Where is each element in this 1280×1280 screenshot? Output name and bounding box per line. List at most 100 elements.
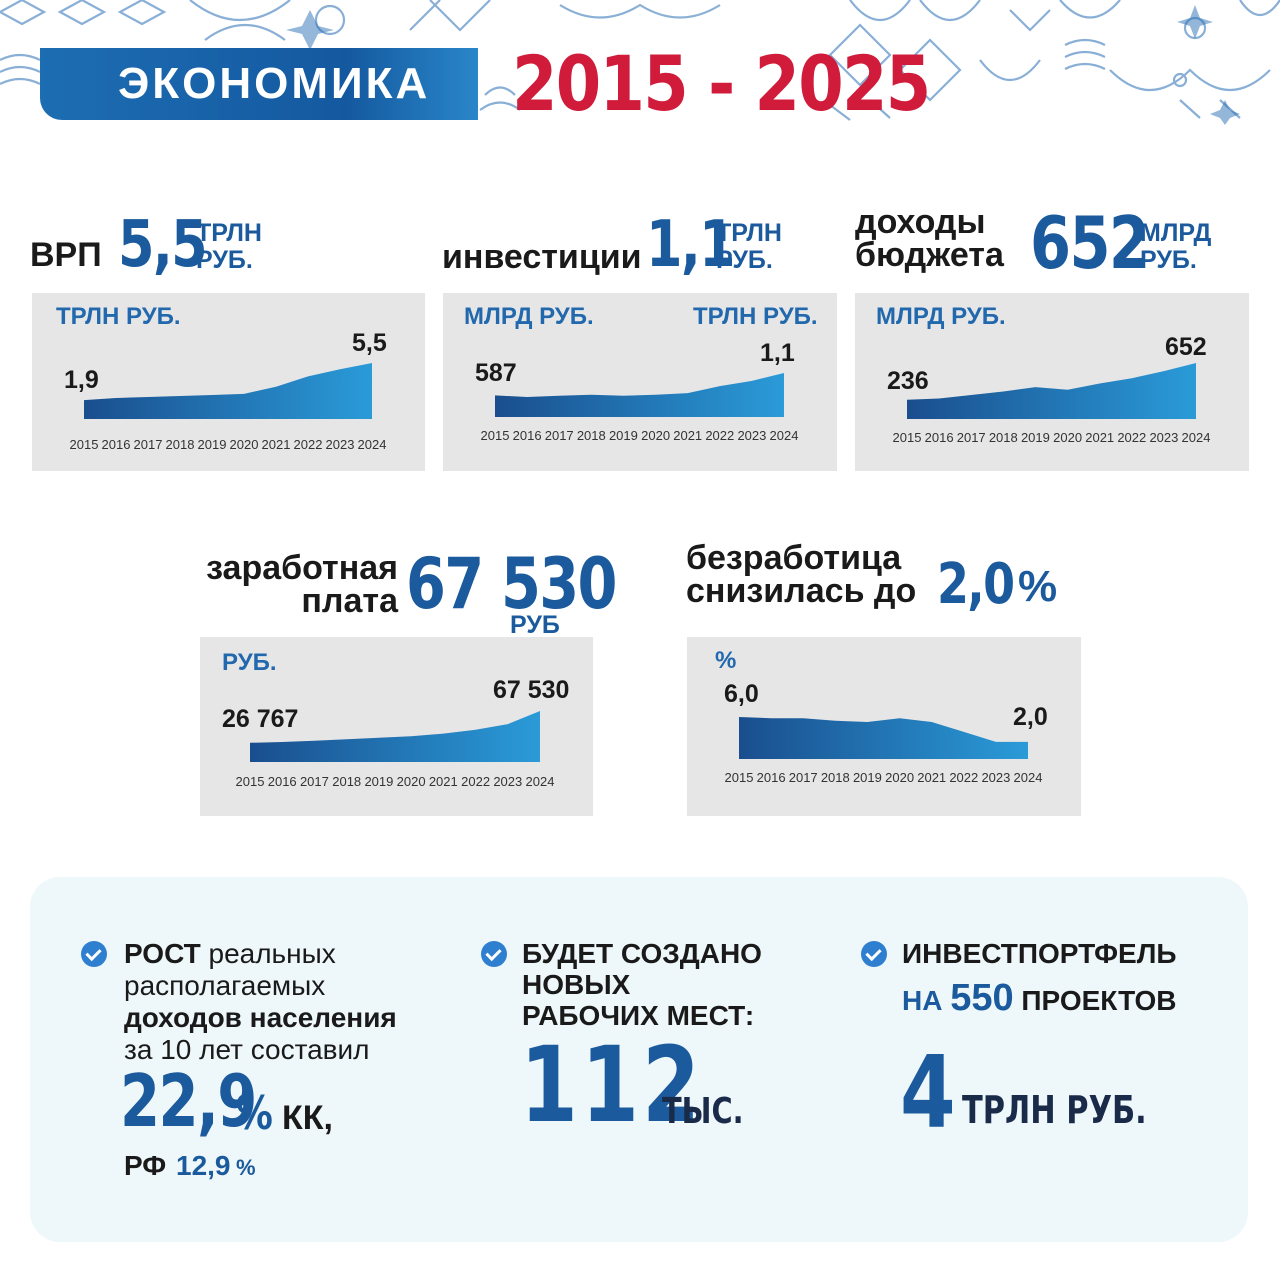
salary-chart-panel: РУБ. 2015 2016 2017 2018 2019 2020 2021 2022 202… [200,637,593,816]
investment-value: 1,1 [646,208,736,282]
income-text2: располагаемых [124,970,326,1001]
budget-x-tick: 2015 [893,430,922,445]
income-value: 22,9 [120,1059,257,1143]
unemployment-x-tick: 2016 [757,770,786,785]
budget-x-tick: 2020 [1053,430,1082,445]
budget-area-series [907,363,1196,419]
unemployment-x-tick: 2019 [853,770,882,785]
salary-x-tick: 2021 [429,774,458,789]
budget-unit-line2: РУБ. [1140,246,1197,274]
investment-x-tick: 2017 [545,428,574,443]
grp-x-tick: 2020 [230,437,259,452]
portfolio-line2: НА 550 ПРОЕКТОВ [902,978,1177,1021]
income-text3: за 10 лет составил [124,1034,370,1065]
investment-unit: ТРЛН РУБ. [716,220,782,274]
unemployment-x-tick: 2018 [821,770,850,785]
budget-x-tick: 2016 [925,430,954,445]
unemployment-x-tick: 2020 [885,770,914,785]
investment-data-label: 587 [475,359,517,387]
budget-label: доходы бюджета [855,205,1004,272]
salary-unit: РУБ [510,611,560,639]
unemployment-chart-panel: % 2015 2016 2017 2018 2019 2020 2021 2022 2023 20… [687,637,1081,816]
salary-value: 67 530 [406,543,617,625]
income-bold1: РОСТ [124,938,201,969]
portfolio-suffix: ПРОЕКТОВ [1021,985,1177,1016]
income-percent: % [236,1086,273,1140]
grp-unit: ТРЛН РУБ. [196,220,262,274]
unemployment-x-tick: 2021 [917,770,946,785]
unemployment-label-line1: безработица [686,539,902,577]
investment-unit-line1: ТРЛН [716,219,782,247]
check-icon [481,941,507,967]
unemployment-label-line2: снизилась до [686,572,917,610]
budget-chart-panel: МЛРД РУБ. 2015 2016 2017 2018 2019 2020 2021 20… [855,293,1249,471]
highlights-box [30,877,1248,1242]
investment-x-tick: 2015 [481,428,510,443]
check-icon [861,941,887,967]
grp-unit-line2: РУБ. [196,246,253,274]
salary-label-line2: плата [301,582,398,620]
budget-x-tick: 2021 [1085,430,1114,445]
unemployment-value: 2,0 [937,552,1015,617]
unemployment-data-label: 2,0 [1013,703,1048,731]
salary-data-label: 67 530 [493,676,569,704]
salary-label: заработная плата [198,551,398,620]
grp-area-series [84,363,372,419]
budget-data-label: 236 [887,367,929,395]
unemployment-x-tick: 2022 [949,770,978,785]
grp-unit-line1: ТРЛН [196,219,262,247]
budget-x-tick: 2018 [989,430,1018,445]
income-text1: реальных [208,938,336,969]
investment-x-tick: 2023 [737,428,766,443]
salary-x-tick: 2017 [300,774,329,789]
investment-area-series [495,373,784,417]
investment-chart-panel: МЛРД РУБ. ТРЛН РУБ. 2015 2016 2017 2018 2019… [443,293,837,471]
budget-data-label: 652 [1165,333,1207,361]
investment-unit-line2: РУБ. [716,246,773,274]
budget-x-tick: 2017 [957,430,986,445]
grp-value: 5,5 [118,208,208,282]
grp-x-tick: 2018 [166,437,195,452]
investment-x-tick: 2019 [609,428,638,443]
investment-chart-unit-right: ТРЛН РУБ. [693,303,818,330]
grp-x-tick: 2024 [358,437,387,452]
grp-x-tick: 2015 [70,437,99,452]
budget-x-tick: 2023 [1149,430,1178,445]
unemployment-unit: % [1018,562,1058,611]
salary-x-tick: 2015 [236,774,265,789]
portfolio-unit: ТРЛН РУБ. [962,1088,1147,1132]
salary-area-series [250,711,540,762]
budget-x-tick: 2019 [1021,430,1050,445]
unemployment-chart-unit: % [715,647,737,674]
income-rf-value: 12,9 [176,1150,231,1181]
income-rf-label: РФ [124,1150,167,1181]
unemployment-x-tick: 2015 [725,770,754,785]
unemployment-x-tick: 2023 [981,770,1010,785]
period-title: 2015 - 2025 [512,39,931,128]
salary-x-tick: 2022 [461,774,490,789]
investment-x-tick: 2016 [513,428,542,443]
grp-data-label: 1,9 [64,366,99,394]
salary-x-tick: 2019 [364,774,393,789]
investment-chart: 2015 2016 2017 2018 2019 2020 2021 2022 2023 2024… [475,339,799,443]
section-banner: ЭКОНОМИКА [40,48,478,120]
salary-x-tick: 2018 [332,774,361,789]
income-bold2: доходов населения [124,1002,397,1033]
unemployment-area-series [739,717,1028,759]
income-rf-percent: % [236,1155,256,1180]
budget-x-tick: 2022 [1117,430,1146,445]
section-title: ЭКОНОМИКА [118,59,431,108]
grp-chart-unit: ТРЛН РУБ. [56,303,181,330]
investment-x-tick: 2021 [673,428,702,443]
portfolio-line1: ИНВЕСТПОРТФЕЛЬ [902,938,1177,969]
header-ornament [0,0,1280,125]
grp-chart: 2015 2016 2017 2018 2019 2020 2021 2022 2023 2024… [64,329,387,452]
unemployment-chart: 2015 2016 2017 2018 2019 2020 2021 2022 2023 2024… [724,680,1048,785]
salary-x-tick: 2016 [268,774,297,789]
unemployment-x-tick: 2024 [1014,770,1043,785]
grp-x-tick: 2016 [102,437,131,452]
investment-x-tick: 2024 [770,428,799,443]
salary-x-tick: 2020 [397,774,426,789]
budget-value: 652 [1030,201,1150,285]
grp-x-tick: 2017 [134,437,163,452]
